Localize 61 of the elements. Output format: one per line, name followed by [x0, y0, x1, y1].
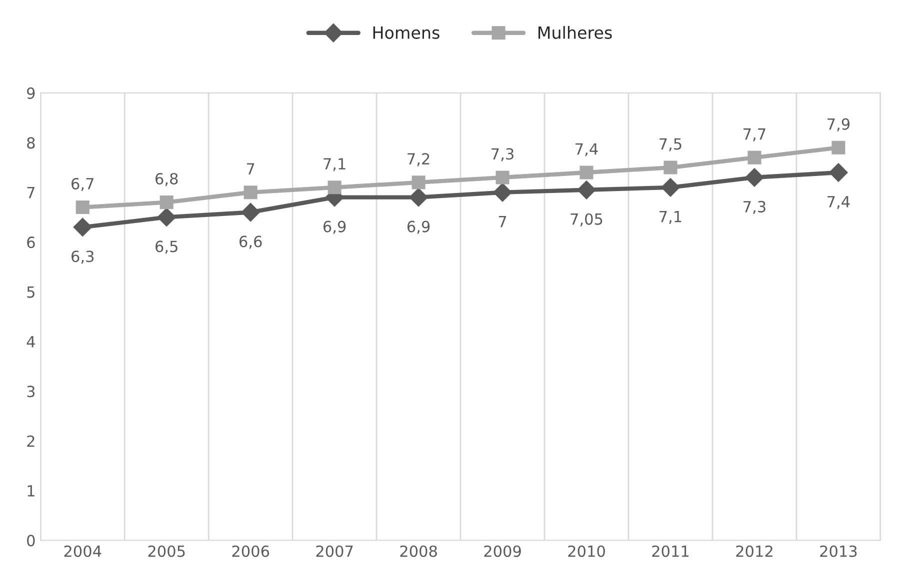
point — [829, 163, 848, 182]
point — [244, 186, 258, 200]
point — [157, 208, 176, 227]
point — [496, 170, 510, 184]
data-label: 6,5 — [156, 240, 178, 254]
point — [160, 196, 174, 210]
point — [493, 183, 512, 202]
y-tick-label: 4 — [26, 336, 35, 348]
y-tick-label: 5 — [27, 286, 34, 298]
data-label: 7,1 — [660, 211, 682, 224]
data-label: 6,9 — [407, 220, 430, 234]
x-tick-label: 2013 — [820, 545, 857, 558]
point — [409, 188, 428, 207]
x-tick-label: 2004 — [64, 545, 102, 558]
data-label: 6,7 — [72, 178, 94, 192]
point — [661, 178, 680, 197]
x-tick-label: 2009 — [484, 545, 521, 558]
point — [76, 200, 90, 214]
point — [832, 140, 846, 154]
data-label: 7,3 — [744, 200, 766, 214]
legend-label: Mulheres — [538, 26, 612, 39]
y-tick-label: 9 — [27, 87, 35, 99]
point — [577, 180, 596, 200]
data-label: 6,3 — [72, 250, 94, 264]
data-label: 7,4 — [828, 196, 850, 210]
x-tick-label: 2012 — [736, 545, 772, 558]
data-label: 7,4 — [576, 143, 598, 156]
x-tick-label: 2005 — [148, 545, 185, 558]
data-label: 7,7 — [744, 128, 766, 142]
point — [748, 150, 762, 164]
data-label: 7,2 — [408, 153, 430, 166]
data-label: 6,9 — [323, 220, 346, 234]
x-tick-label: 2006 — [232, 545, 270, 558]
data-label: 7 — [498, 216, 506, 228]
data-label: 7,5 — [660, 138, 682, 152]
y-tick-label: 0 — [27, 534, 35, 546]
data-label: 7 — [246, 163, 254, 174]
point — [328, 180, 342, 194]
data-label: 7,3 — [492, 148, 514, 162]
data-label: 6,8 — [156, 172, 178, 186]
y-tick-label: 7 — [27, 187, 34, 198]
x-tick-label: 2008 — [400, 545, 437, 558]
data-label: 7,1 — [324, 158, 346, 172]
y-tick-label: 1 — [28, 485, 34, 496]
legend-label: Homens — [373, 26, 440, 39]
point — [664, 160, 678, 174]
point — [412, 176, 426, 190]
data-label: 7,05 — [570, 213, 602, 226]
y-tick-label: 3 — [27, 386, 35, 398]
x-tick-label: 2011 — [652, 545, 689, 558]
x-tick-label: 2007 — [316, 545, 353, 558]
point — [73, 218, 92, 237]
data-label: 7,9 — [828, 118, 850, 132]
y-tick-label: 8 — [27, 137, 35, 149]
point — [241, 202, 260, 222]
point — [745, 168, 764, 187]
y-tick-label: 2 — [27, 435, 34, 447]
y-tick-label: 6 — [27, 236, 35, 248]
point — [580, 166, 594, 180]
data-label: 6,6 — [240, 236, 262, 249]
x-tick-label: 2010 — [568, 545, 605, 558]
